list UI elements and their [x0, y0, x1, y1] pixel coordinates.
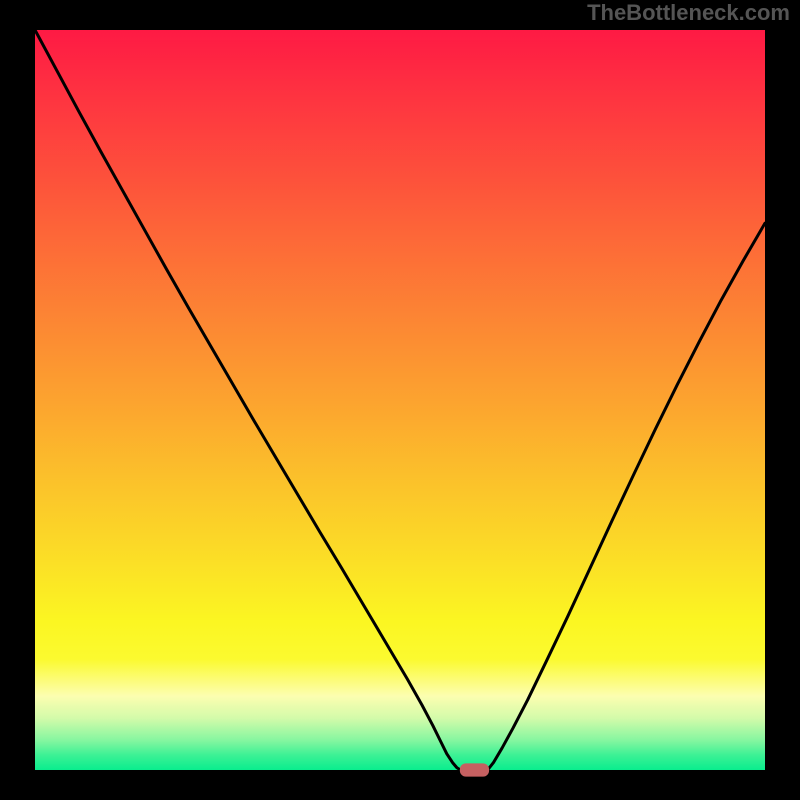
- plot-background: [35, 30, 765, 770]
- chart-container: TheBottleneck.com: [0, 0, 800, 800]
- optimal-marker: [460, 763, 489, 776]
- bottleneck-chart: [0, 0, 800, 800]
- watermark-text: TheBottleneck.com: [587, 0, 790, 26]
